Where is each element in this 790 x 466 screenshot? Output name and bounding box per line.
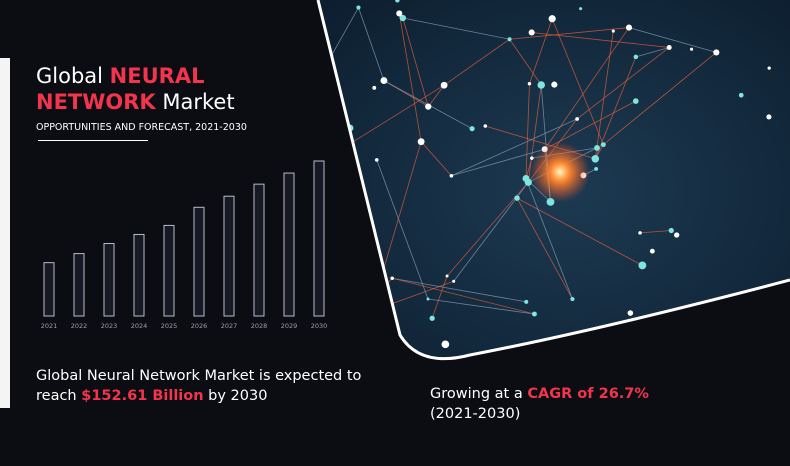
title-text: Market bbox=[155, 90, 235, 114]
bar-2021 bbox=[43, 262, 55, 317]
forecast-line: by 2030 bbox=[203, 388, 268, 404]
title-text: Global bbox=[36, 64, 110, 88]
cagr-value: CAGR of 26.7% bbox=[527, 386, 649, 402]
market-value: $152.61 Billion bbox=[81, 388, 204, 404]
x-tick-label: 2025 bbox=[161, 322, 178, 330]
bar-2028 bbox=[253, 183, 265, 317]
x-tick-label: 2030 bbox=[311, 322, 328, 330]
bar-2025 bbox=[163, 224, 175, 317]
page-title: Global NEURAL NETWORK Market bbox=[36, 63, 235, 115]
bar-2022 bbox=[73, 253, 85, 317]
x-tick-label: 2021 bbox=[41, 322, 58, 330]
subtitle: OPPORTUNITIES AND FORECAST, 2021-2030 bbox=[36, 122, 247, 133]
bar-2024 bbox=[133, 233, 145, 317]
x-tick-label: 2029 bbox=[281, 322, 298, 330]
x-tick-label: 2028 bbox=[251, 322, 268, 330]
bar-2023 bbox=[103, 243, 115, 317]
market-forecast-text: Global Neural Network Market is expected… bbox=[36, 366, 361, 406]
x-tick-label: 2026 bbox=[191, 322, 208, 330]
x-tick-label: 2024 bbox=[131, 322, 148, 330]
period-label: (2021-2030) bbox=[430, 406, 521, 422]
left-accent-strip bbox=[0, 58, 10, 408]
bar-2030 bbox=[313, 160, 325, 317]
x-tick-label: 2023 bbox=[101, 322, 118, 330]
bar-2029 bbox=[283, 172, 295, 317]
forecast-line: Global Neural Network Market is expected… bbox=[36, 368, 362, 384]
divider bbox=[38, 140, 148, 141]
cagr-text: Growing at a CAGR of 26.7% (2021-2030) bbox=[430, 384, 649, 424]
x-tick-label: 2022 bbox=[71, 322, 88, 330]
forecast-line: reach bbox=[36, 388, 82, 404]
x-tick-label: 2027 bbox=[221, 322, 238, 330]
bar-2027 bbox=[223, 195, 235, 317]
title-highlight: NETWORK bbox=[36, 90, 156, 114]
bar-2026 bbox=[193, 206, 205, 317]
title-highlight: NEURAL bbox=[109, 64, 205, 88]
growth-label: Growing at a bbox=[430, 386, 528, 402]
